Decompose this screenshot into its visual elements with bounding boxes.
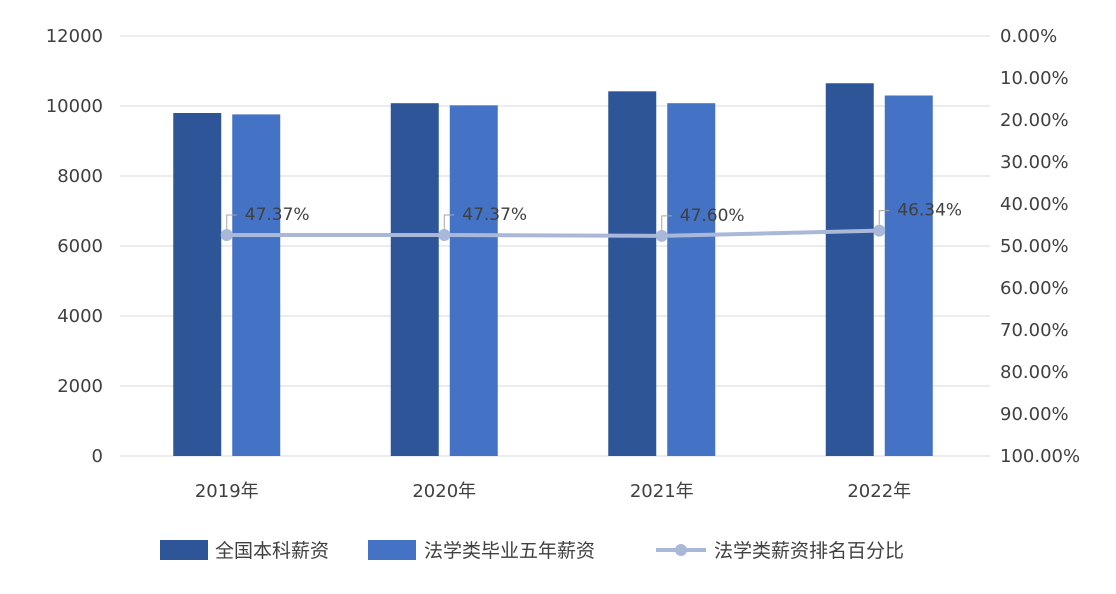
left-axis: 0 2000 4000 6000 8000 10000 12000 [46, 26, 103, 467]
ranking-data-label: 47.37% [245, 205, 310, 225]
right-tick-label: 100.00% [1000, 446, 1080, 467]
bar-national [173, 113, 222, 456]
legend-swatch-marker [675, 544, 687, 556]
data-labels: 47.37% 47.37% 47.60% 46.34% [226, 201, 962, 230]
bar-law [884, 95, 933, 456]
ranking-point [438, 228, 451, 241]
data-label-leader [878, 210, 890, 225]
right-tick-label: 10.00% [1000, 68, 1069, 89]
bar-national [608, 91, 657, 457]
legend-label: 全国本科薪资 [215, 540, 329, 562]
category-label: 2019年 [195, 481, 259, 502]
data-label-leader [443, 214, 455, 229]
right-tick-label: 20.00% [1000, 110, 1069, 131]
left-tick-label: 8000 [57, 166, 103, 187]
ranking-data-label: 47.37% [462, 205, 527, 225]
category-label: 2021年 [630, 481, 694, 502]
right-tick-label: 80.00% [1000, 362, 1069, 383]
left-tick-label: 10000 [46, 96, 103, 117]
right-tick-label: 50.00% [1000, 236, 1069, 257]
left-tick-label: 4000 [57, 306, 103, 327]
bar-national [825, 83, 874, 456]
ranking-point [220, 228, 233, 241]
ranking-point [655, 229, 668, 242]
legend-swatch [368, 540, 416, 560]
data-label-leader [661, 215, 672, 230]
data-label-leader [226, 214, 237, 229]
right-tick-label: 90.00% [1000, 404, 1069, 425]
right-tick-label: 30.00% [1000, 152, 1069, 173]
right-tick-label: 70.00% [1000, 320, 1069, 341]
left-tick-label: 6000 [57, 236, 103, 257]
bar-national [390, 103, 439, 456]
category-labels: 2019年 2020年 2021年 2022年 [195, 481, 911, 502]
legend-label: 法学类薪资排名百分比 [714, 540, 904, 562]
left-tick-label: 12000 [46, 26, 103, 47]
ranking-data-label: 47.60% [680, 206, 745, 226]
left-tick-label: 2000 [57, 376, 103, 397]
right-tick-label: 40.00% [1000, 194, 1069, 215]
bars [173, 83, 933, 457]
left-tick-label: 0 [92, 446, 103, 467]
ranking-line [220, 224, 886, 242]
bar-law [667, 103, 716, 456]
ranking-point [873, 224, 886, 237]
bar-law [232, 114, 281, 457]
ranking-line-path [226, 228, 880, 238]
legend: 全国本科薪资 法学类毕业五年薪资 法学类薪资排名百分比 [160, 540, 904, 562]
legend-swatch [160, 540, 208, 560]
ranking-data-label: 46.34% [897, 201, 962, 221]
bar-law [449, 105, 498, 457]
category-label: 2020年 [412, 481, 476, 502]
right-tick-label: 0.00% [1000, 26, 1057, 47]
legend-label: 法学类毕业五年薪资 [424, 540, 595, 562]
right-axis: 0.00% 10.00% 20.00% 30.00% 40.00% 50.00% 60.00… [1000, 26, 1080, 467]
category-label: 2022年 [847, 481, 911, 502]
right-tick-label: 60.00% [1000, 278, 1069, 299]
